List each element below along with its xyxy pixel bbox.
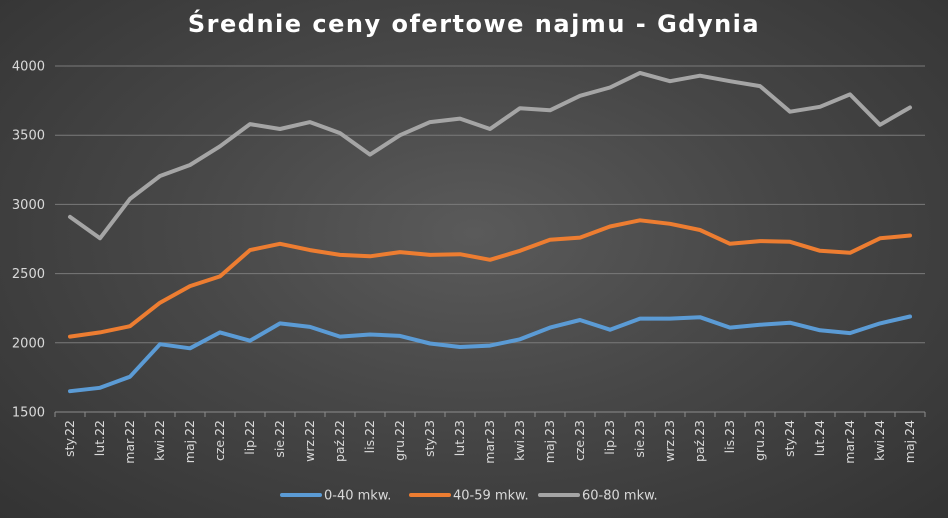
series-line-1 bbox=[68, 314, 912, 394]
x-tick-label-lis.22: lis.22 bbox=[362, 420, 377, 453]
y-tick-label-2000: 2000 bbox=[12, 336, 45, 351]
x-tick-label-maj.23: maj.23 bbox=[542, 420, 557, 463]
x-tick-label-paź.23: paź.23 bbox=[692, 420, 707, 462]
y-tick-label-4000: 4000 bbox=[12, 60, 45, 75]
legend-label-2: 40-59 mkw. bbox=[453, 489, 529, 504]
x-tick-label-lut.22: lut.22 bbox=[92, 420, 107, 456]
x-tick-label-sty.23: sty.23 bbox=[422, 420, 437, 457]
x-tick-label-mar.23: mar.23 bbox=[482, 420, 497, 464]
x-tick-label-maj.22: maj.22 bbox=[182, 420, 197, 463]
chart-title: Średnie ceny ofertowe najmu - Gdynia bbox=[187, 10, 761, 38]
y-tick-label-1500: 1500 bbox=[12, 406, 45, 421]
x-tick-label-sie.22: sie.22 bbox=[272, 420, 287, 458]
series-line-3 bbox=[68, 70, 912, 241]
legend-label-3: 60-80 mkw. bbox=[582, 489, 658, 504]
series-line-2 bbox=[68, 218, 912, 339]
x-tick-label-wrz.23: wrz.23 bbox=[662, 420, 677, 462]
x-tick-label-kwi.22: kwi.22 bbox=[152, 420, 167, 461]
x-tick-label-gru.23: gru.23 bbox=[752, 420, 767, 461]
x-tick-label-kwi.24: kwi.24 bbox=[872, 420, 887, 461]
x-tick-label-cze.22: cze.22 bbox=[212, 420, 227, 461]
x-tick-label-lis.23: lis.23 bbox=[722, 420, 737, 453]
x-tick-label-mar.22: mar.22 bbox=[122, 420, 137, 464]
x-tick-label-wrz.22: wrz.22 bbox=[302, 420, 317, 462]
x-tick-label-cze.23: cze.23 bbox=[572, 420, 587, 461]
x-tick-label-sie.23: sie.23 bbox=[632, 420, 647, 458]
x-tick-label-lip.22: lip.22 bbox=[242, 420, 257, 455]
x-tick-label-mar.24: mar.24 bbox=[842, 420, 857, 464]
x-tick-label-paź.22: paź.22 bbox=[332, 420, 347, 462]
x-tick-label-sty.24: sty.24 bbox=[782, 420, 797, 457]
y-tick-label-2500: 2500 bbox=[12, 267, 45, 282]
x-tick-label-maj.24: maj.24 bbox=[902, 420, 917, 463]
x-tick-label-sty.22: sty.22 bbox=[62, 420, 77, 457]
x-tick-label-lip.23: lip.23 bbox=[602, 420, 617, 455]
x-tick-label-lut.24: lut.24 bbox=[812, 420, 827, 456]
x-tick-label-kwi.23: kwi.23 bbox=[512, 420, 527, 461]
y-tick-label-3000: 3000 bbox=[12, 198, 45, 213]
x-tick-label-lut.23: lut.23 bbox=[452, 420, 467, 456]
x-tick-label-gru.22: gru.22 bbox=[392, 420, 407, 461]
y-tick-label-3500: 3500 bbox=[12, 129, 45, 144]
legend-label-1: 0-40 mkw. bbox=[324, 489, 391, 504]
